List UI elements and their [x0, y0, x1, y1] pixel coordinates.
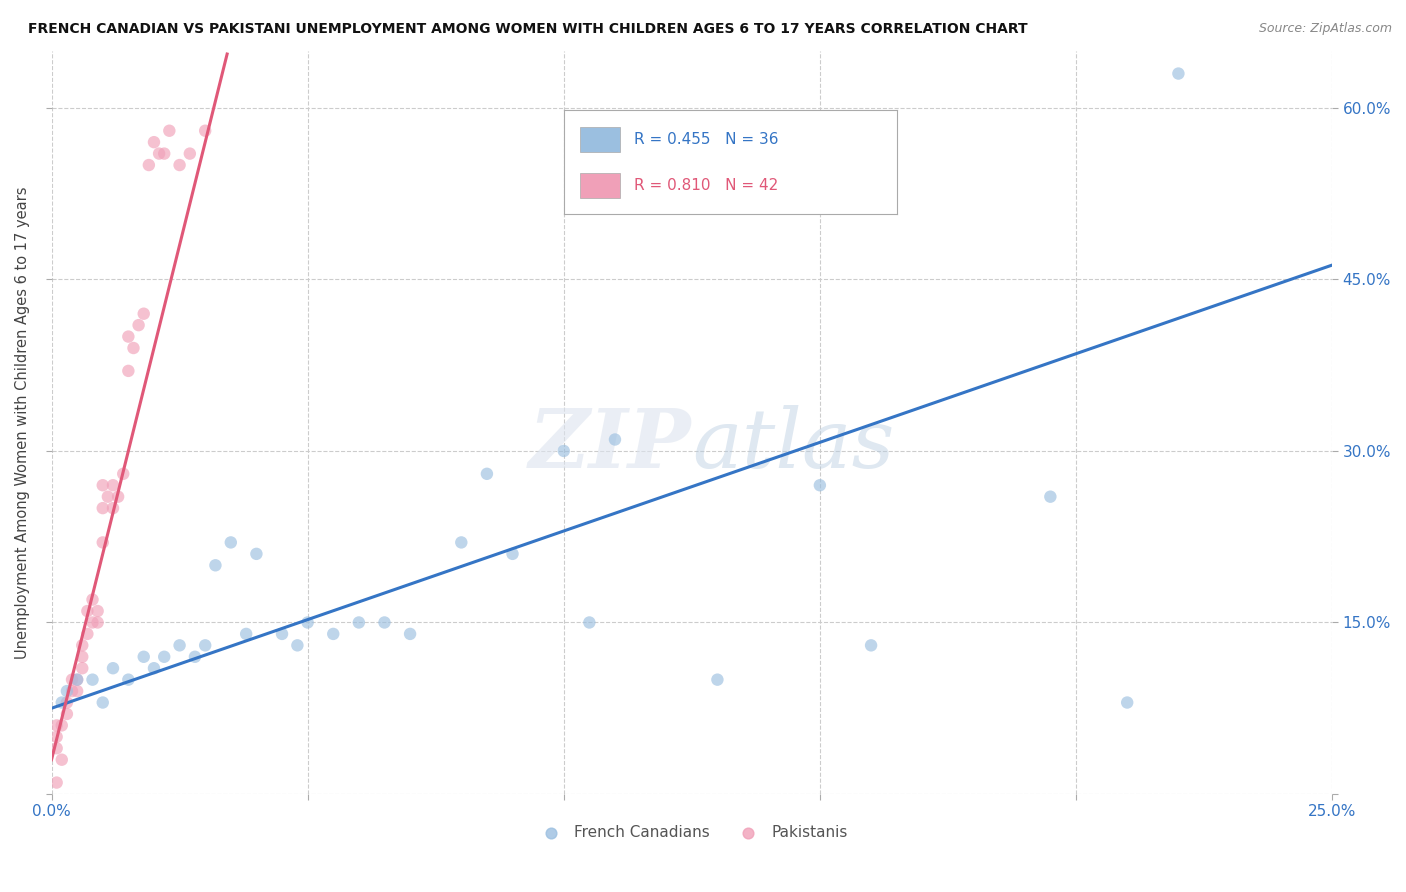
- Point: [132, 649, 155, 664]
- Point: [66, 673, 89, 687]
- Point: [101, 501, 124, 516]
- Point: [245, 547, 267, 561]
- Point: [82, 673, 104, 687]
- Legend: French Canadians, Pakistanis: French Canadians, Pakistanis: [530, 819, 853, 846]
- Text: ZIP: ZIP: [529, 405, 692, 484]
- Point: [45, 718, 67, 732]
- Point: [51, 753, 73, 767]
- Point: [219, 535, 242, 549]
- Point: [502, 547, 524, 561]
- Y-axis label: Unemployment Among Women with Children Ages 6 to 17 years: Unemployment Among Women with Children A…: [15, 186, 30, 658]
- Point: [169, 158, 191, 172]
- Point: [1039, 490, 1062, 504]
- Point: [143, 135, 166, 149]
- Point: [271, 627, 294, 641]
- Point: [204, 558, 226, 573]
- Point: [132, 307, 155, 321]
- Point: [56, 684, 79, 698]
- Point: [194, 124, 217, 138]
- Point: [117, 364, 139, 378]
- Point: [373, 615, 395, 630]
- Point: [122, 341, 145, 355]
- Point: [578, 615, 600, 630]
- Point: [808, 478, 831, 492]
- Point: [860, 638, 883, 652]
- Point: [450, 535, 472, 549]
- Point: [60, 673, 83, 687]
- Point: [86, 604, 108, 618]
- Point: [157, 124, 180, 138]
- Point: [101, 478, 124, 492]
- Point: [322, 627, 344, 641]
- Point: [138, 158, 160, 172]
- Point: [706, 673, 728, 687]
- Point: [179, 146, 201, 161]
- Point: [45, 775, 67, 789]
- Point: [153, 146, 176, 161]
- Point: [128, 318, 150, 333]
- Point: [194, 638, 217, 652]
- Point: [91, 535, 114, 549]
- Point: [56, 696, 79, 710]
- Point: [184, 649, 207, 664]
- Text: FRENCH CANADIAN VS PAKISTANI UNEMPLOYMENT AMONG WOMEN WITH CHILDREN AGES 6 TO 17: FRENCH CANADIAN VS PAKISTANI UNEMPLOYMEN…: [28, 22, 1028, 37]
- Point: [112, 467, 135, 481]
- Point: [56, 706, 79, 721]
- Point: [51, 696, 73, 710]
- Point: [45, 741, 67, 756]
- Point: [91, 696, 114, 710]
- Point: [66, 684, 89, 698]
- Point: [603, 433, 626, 447]
- Point: [153, 649, 176, 664]
- Point: [143, 661, 166, 675]
- Point: [91, 501, 114, 516]
- Point: [553, 444, 575, 458]
- Point: [148, 146, 170, 161]
- Point: [399, 627, 422, 641]
- Point: [235, 627, 257, 641]
- Point: [107, 490, 129, 504]
- Point: [82, 592, 104, 607]
- Text: atlas: atlas: [692, 405, 894, 484]
- Text: Source: ZipAtlas.com: Source: ZipAtlas.com: [1258, 22, 1392, 36]
- Point: [82, 615, 104, 630]
- Point: [76, 627, 98, 641]
- Point: [97, 490, 120, 504]
- Point: [72, 638, 94, 652]
- Point: [66, 673, 89, 687]
- Point: [117, 329, 139, 343]
- Point: [86, 615, 108, 630]
- Point: [45, 730, 67, 744]
- Point: [1167, 66, 1189, 80]
- Point: [51, 718, 73, 732]
- Point: [297, 615, 319, 630]
- Point: [72, 649, 94, 664]
- Point: [347, 615, 370, 630]
- Point: [101, 661, 124, 675]
- Point: [1116, 696, 1139, 710]
- Point: [60, 684, 83, 698]
- Point: [287, 638, 309, 652]
- Point: [76, 604, 98, 618]
- Point: [475, 467, 498, 481]
- Point: [72, 661, 94, 675]
- Point: [117, 673, 139, 687]
- Point: [169, 638, 191, 652]
- Point: [91, 478, 114, 492]
